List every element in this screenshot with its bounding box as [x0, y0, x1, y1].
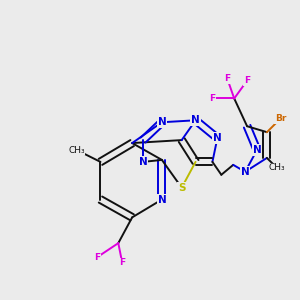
Text: N: N	[139, 157, 147, 167]
Text: F: F	[244, 76, 250, 85]
Text: F: F	[94, 253, 100, 262]
Text: F: F	[224, 74, 230, 83]
Text: N: N	[191, 115, 200, 125]
Text: N: N	[158, 117, 166, 127]
Text: N: N	[213, 133, 222, 143]
Text: S: S	[178, 183, 185, 193]
Text: F: F	[119, 258, 125, 267]
Text: N: N	[241, 167, 250, 177]
Text: N: N	[158, 194, 166, 205]
Text: F: F	[209, 94, 215, 103]
Text: CH₃: CH₃	[268, 163, 285, 172]
Text: Br: Br	[275, 114, 286, 123]
Text: CH₃: CH₃	[68, 146, 85, 154]
Text: N: N	[253, 145, 261, 155]
